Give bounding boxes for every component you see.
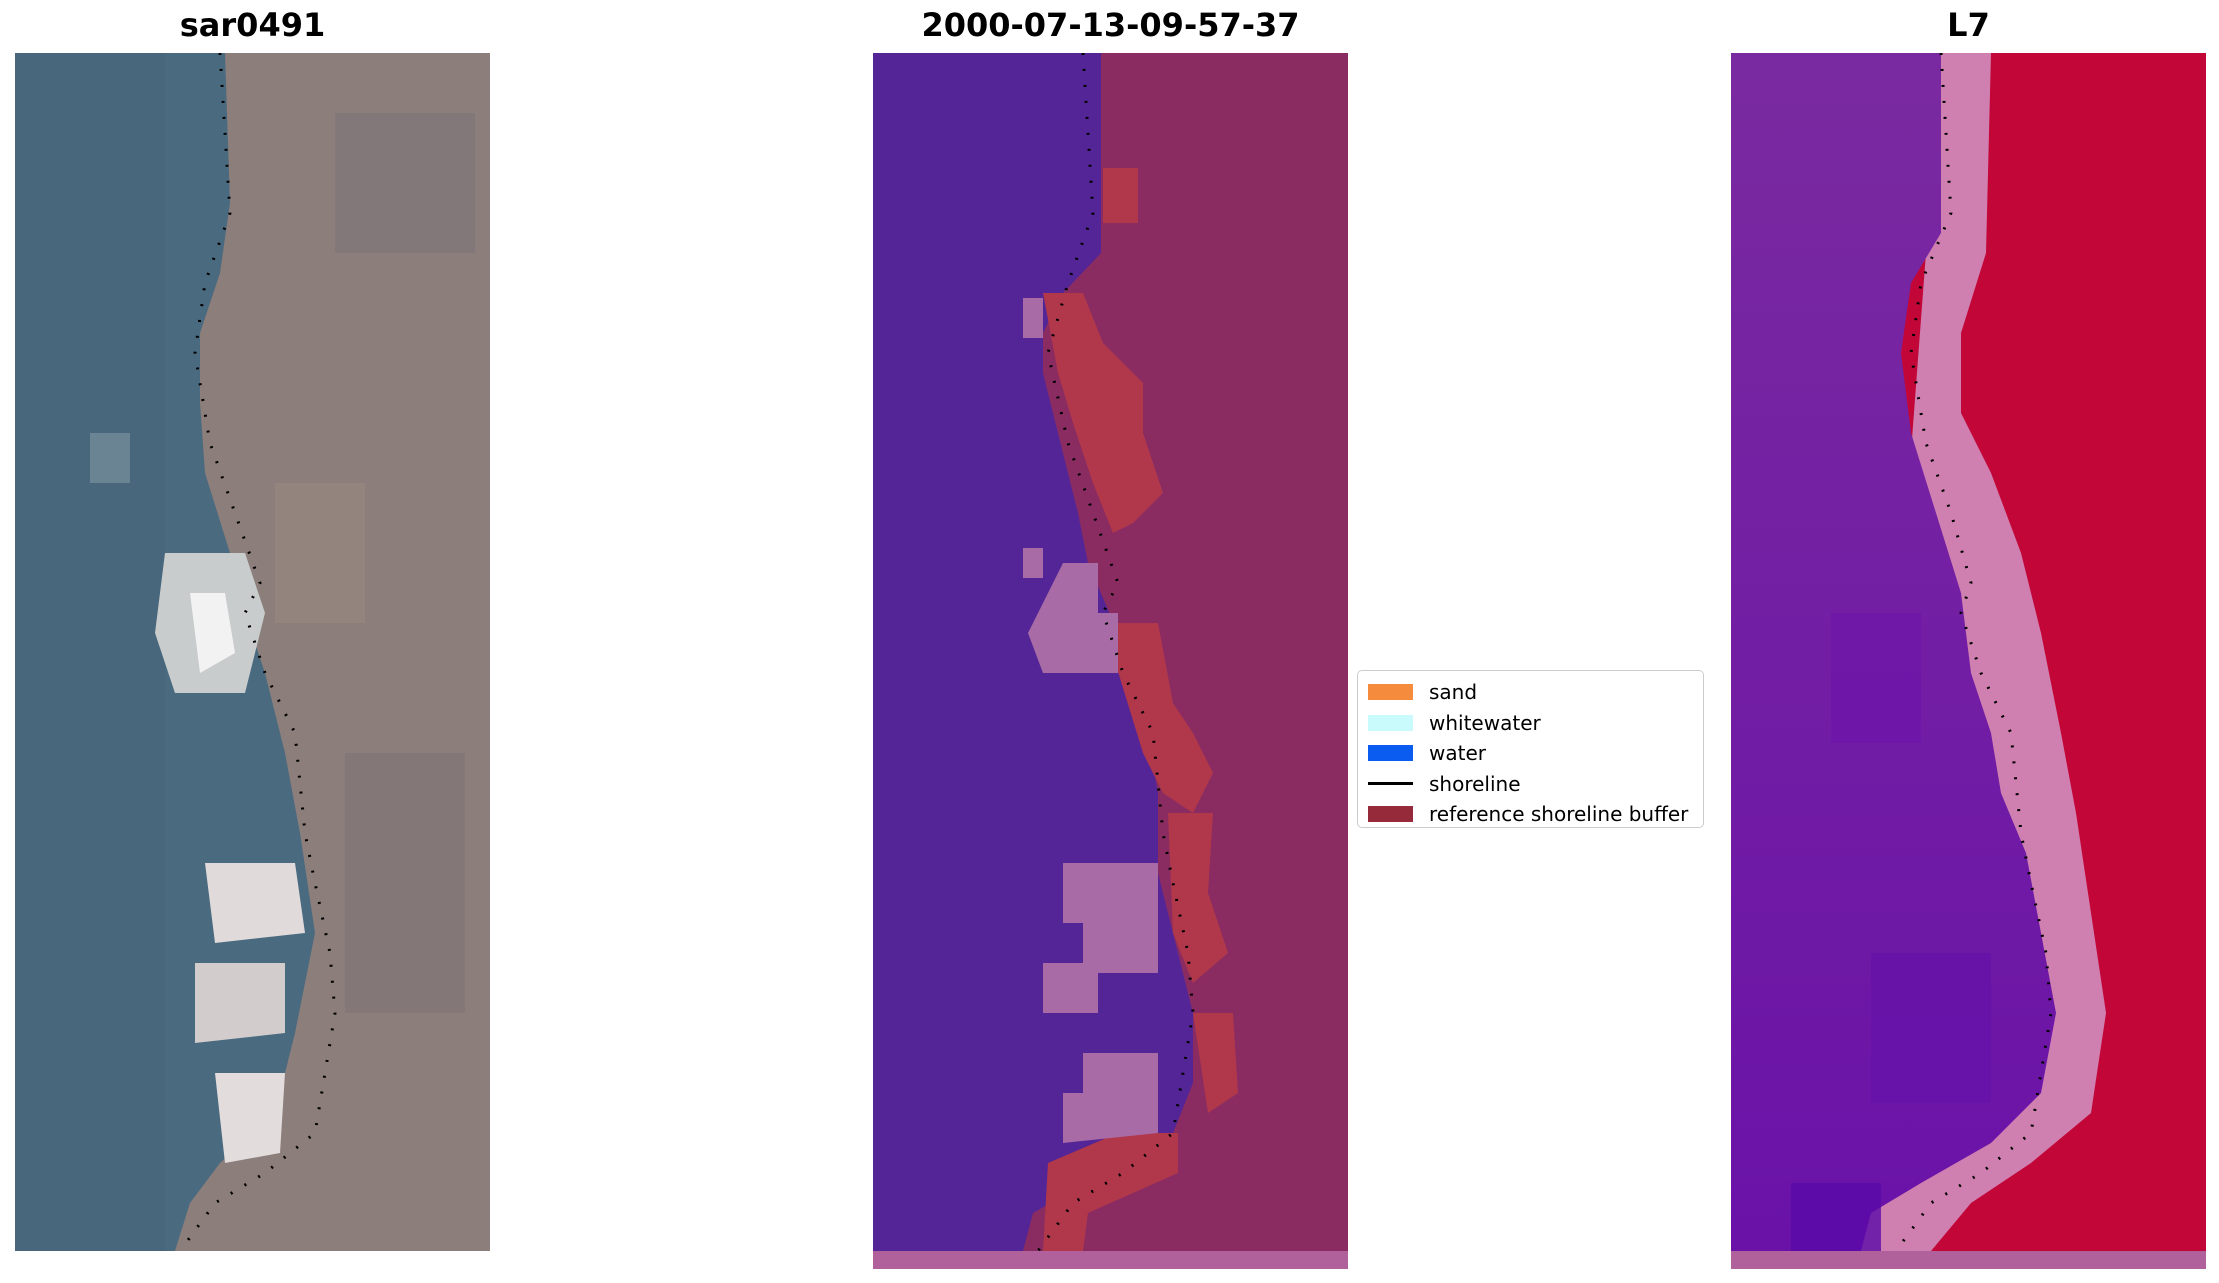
rgb-image-panel xyxy=(15,53,490,1251)
legend-label: reference shoreline buffer xyxy=(1429,802,1689,827)
legend-item-shoreline: shoreline xyxy=(1368,769,1693,800)
legend-item-reference-buffer: reference shoreline buffer xyxy=(1368,799,1693,830)
legend-label: shoreline xyxy=(1429,771,1521,796)
classification-footer-strip xyxy=(873,1251,1348,1269)
legend-label: sand xyxy=(1429,680,1478,705)
rgb-image xyxy=(15,53,490,1251)
index-image-panel xyxy=(1731,53,2206,1251)
water-swatch xyxy=(1368,745,1413,762)
index-image xyxy=(1731,53,2206,1251)
legend-item-sand: sand xyxy=(1368,677,1693,708)
index-footer-strip xyxy=(1731,1251,2206,1269)
classification-image xyxy=(873,53,1348,1251)
panel-title-rgb: sar0491 xyxy=(179,6,326,44)
legend-item-water: water xyxy=(1368,738,1693,769)
shoreline-swatch xyxy=(1368,782,1413,786)
buffer-swatch xyxy=(1368,806,1413,823)
panel-title-index: L7 xyxy=(1947,6,1990,44)
legend-label: whitewater xyxy=(1429,710,1541,735)
legend-label: water xyxy=(1429,741,1486,766)
whitewater-swatch xyxy=(1368,714,1413,731)
legend: sand whitewater water shoreline referenc… xyxy=(1357,670,1704,828)
classification-panel xyxy=(873,53,1348,1251)
panel-title-classification: 2000-07-13-09-57-37 xyxy=(921,6,1300,44)
legend-item-whitewater: whitewater xyxy=(1368,708,1693,739)
sand-swatch xyxy=(1368,684,1413,701)
